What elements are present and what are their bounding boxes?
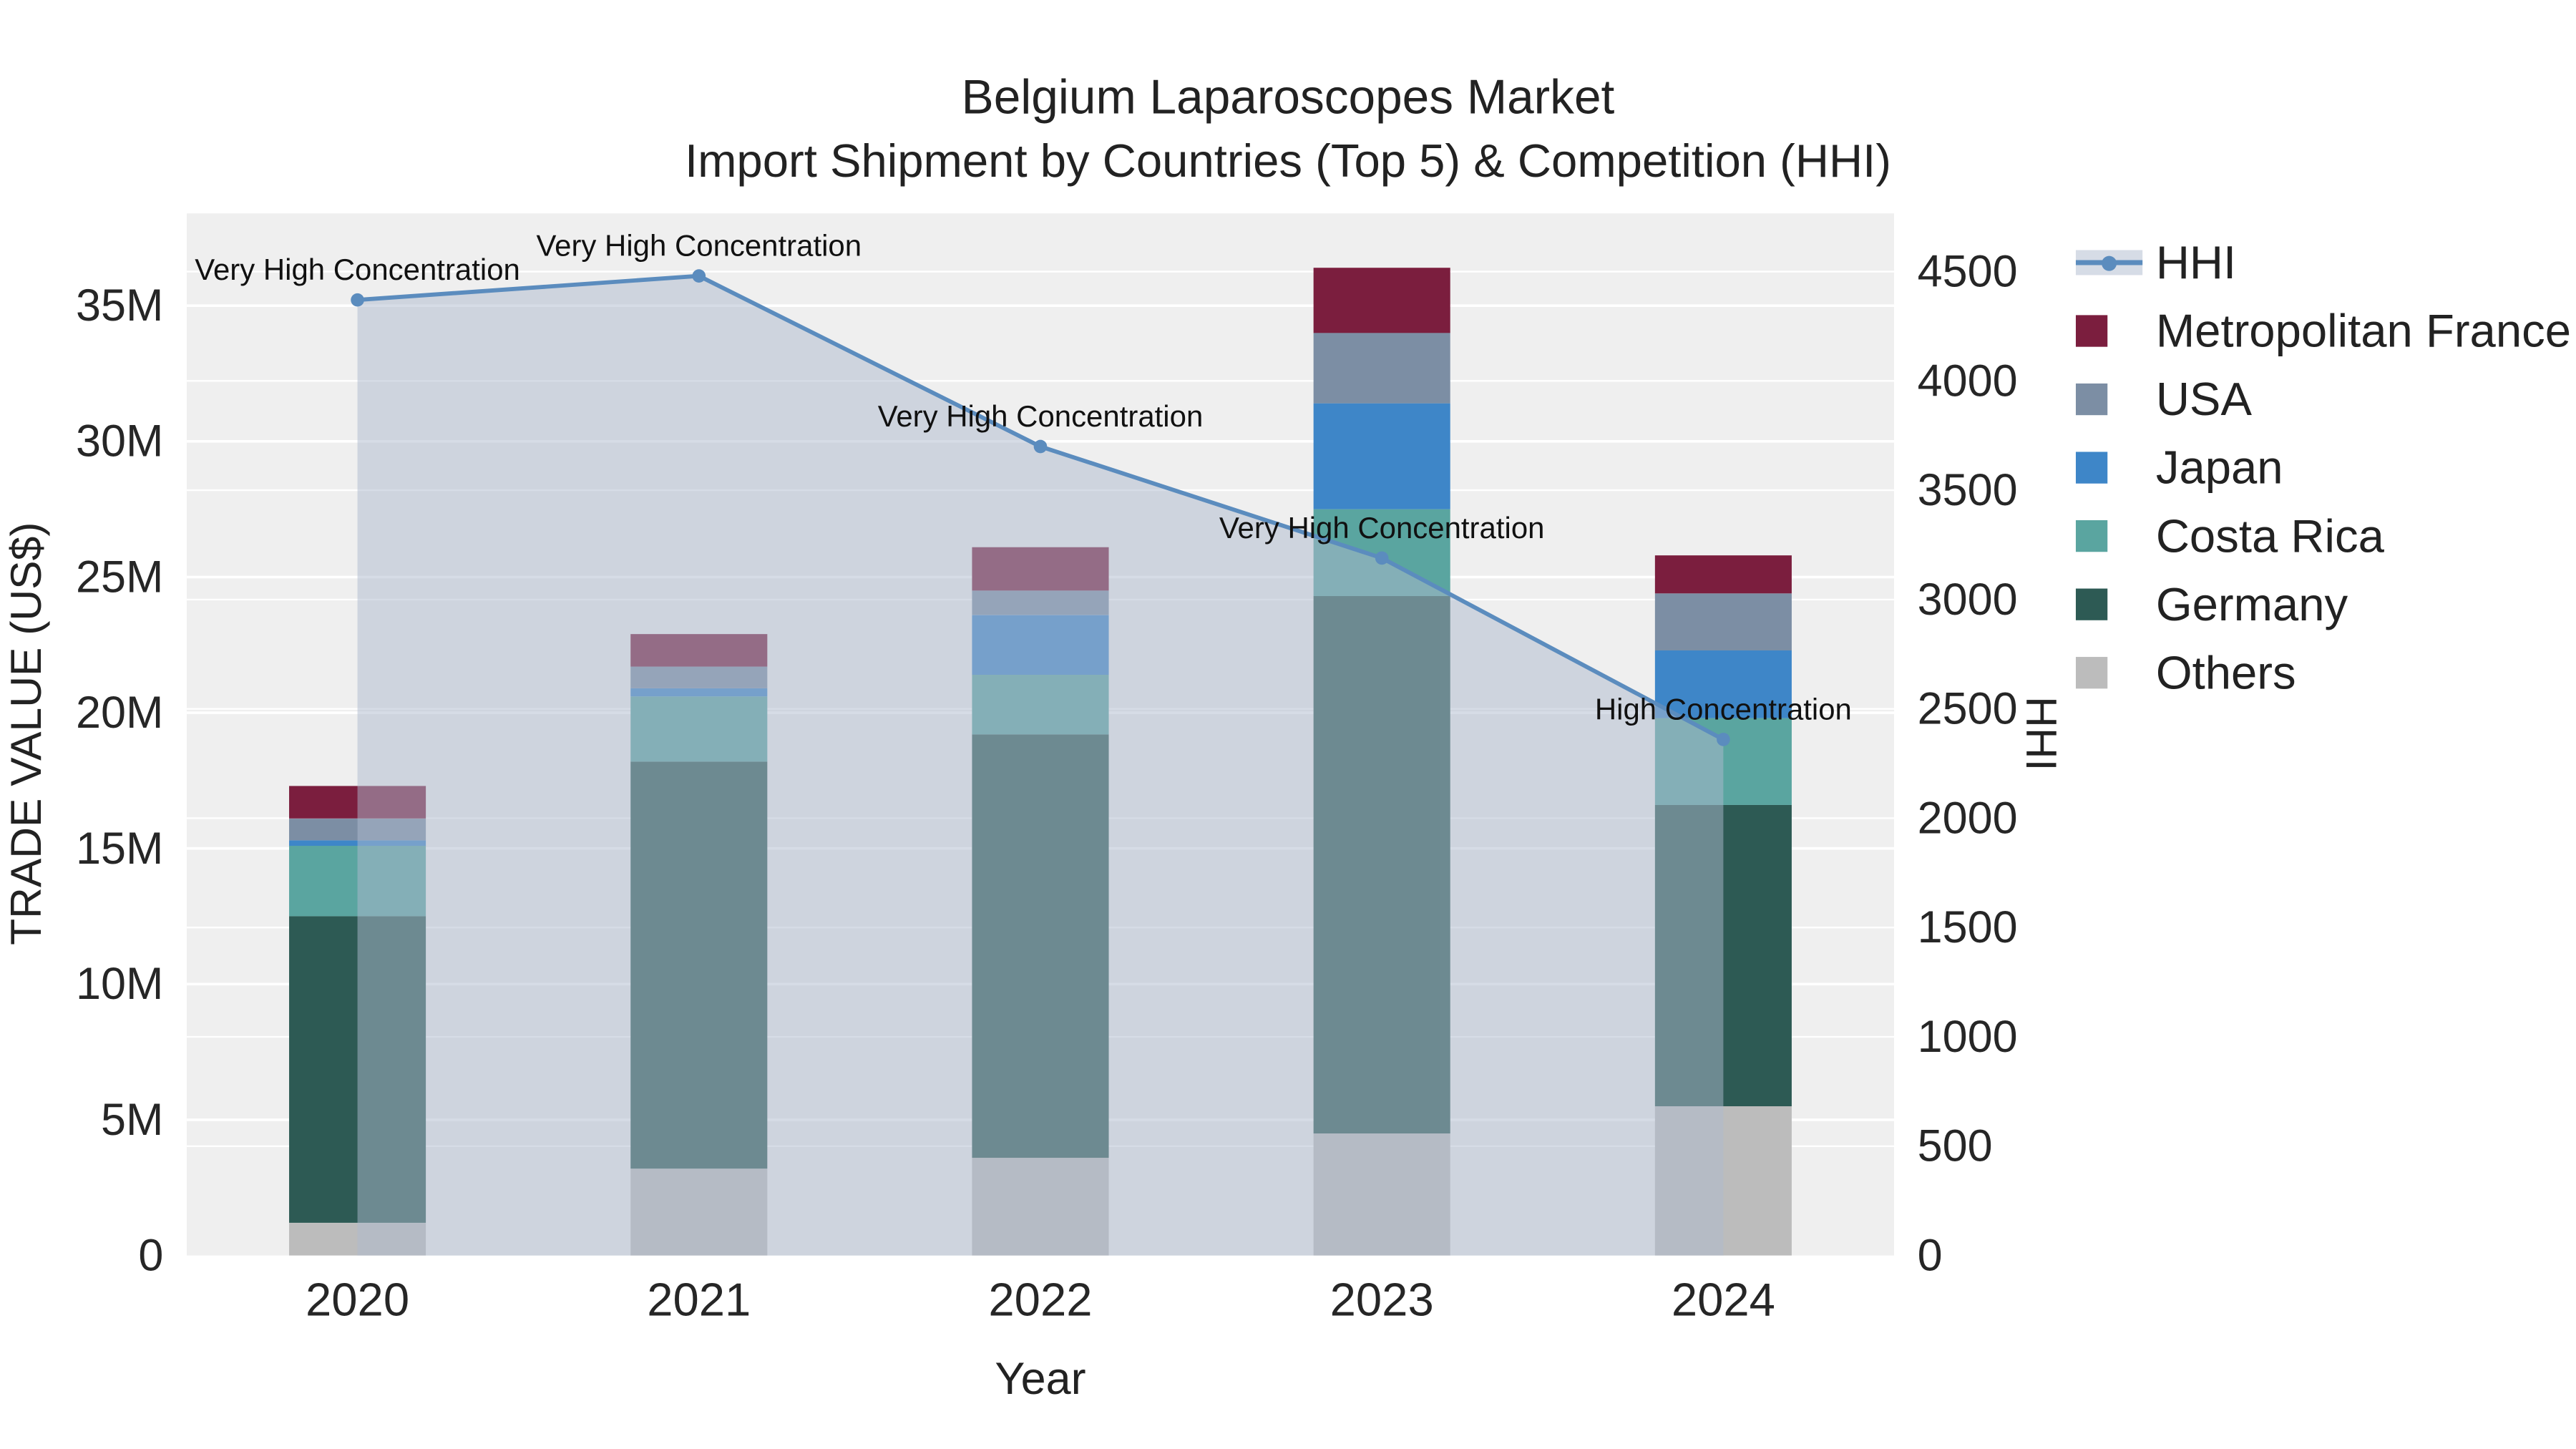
legend-label: HHI (2155, 235, 2237, 288)
legend: HHI Metropolitan France USA Japan Costa Rica… (2075, 235, 2572, 698)
right-tick-3000: 3000 (1918, 575, 2018, 625)
left-tick-0: 0 (138, 1231, 163, 1281)
left-tick-10M: 10M (76, 959, 163, 1009)
hhi-marker-2024 (1717, 733, 1730, 746)
x-tick-2022: 2022 (988, 1273, 1092, 1325)
others-swatch-icon (2075, 657, 2142, 689)
legend-label: USA (2155, 372, 2252, 425)
usa-swatch-icon (2075, 383, 2142, 416)
right-tick-2500: 2500 (1918, 684, 2018, 734)
legend-label: Costa Rica (2155, 509, 2384, 562)
legend-item-usa[interactable]: USA (2075, 372, 2571, 425)
costa-rica-swatch-icon (2075, 519, 2142, 552)
bar-segment-usa-2024 (1654, 593, 1792, 650)
legend-label: Japan (2155, 441, 2283, 493)
bar-segment-japan-2020 (289, 840, 426, 847)
right-tick-3500: 3500 (1918, 465, 2018, 515)
legend-item-germany[interactable]: Germany (2075, 577, 2571, 630)
chart-title-line2: Import Shipment by Countries (Top 5) & C… (684, 135, 1892, 187)
annotation-2022: Very High Concentration (878, 399, 1204, 433)
chart-title-line1: Belgium Laparoscopes Market (961, 72, 1615, 125)
hhi-marker-2020 (351, 293, 364, 307)
legend-label: Others (2155, 645, 2296, 698)
left-tick-25M: 25M (76, 552, 163, 602)
right-tick-1500: 1500 (1918, 902, 2018, 952)
legend-item-others[interactable]: Others (2075, 645, 2571, 698)
left-tick-30M: 30M (76, 416, 163, 467)
bar-segment-japan-2024 (1654, 650, 1792, 718)
x-tick-2023: 2023 (1330, 1273, 1434, 1325)
left-tick-20M: 20M (76, 688, 163, 738)
x-tick-2020: 2020 (306, 1273, 409, 1325)
left-tick-35M: 35M (76, 280, 163, 331)
bar-segment-japan-2023 (1313, 403, 1450, 509)
hhi-line-legend-icon (2075, 247, 2143, 278)
bar-segment-usa-2023 (1313, 333, 1450, 404)
right-axis-title: HHI (2016, 696, 2067, 771)
right-tick-1000: 1000 (1918, 1012, 2018, 1062)
legend-item-costa-rica[interactable]: Costa Rica (2075, 509, 2571, 562)
annotation-2023: Very High Concentration (1219, 511, 1545, 545)
right-tick-0: 0 (1918, 1231, 1943, 1281)
annotation-2020: Very High Concentration (195, 253, 520, 286)
left-tick-5M: 5M (101, 1095, 163, 1145)
hhi-marker-2022 (1033, 439, 1048, 454)
germany-swatch-icon (2075, 588, 2142, 620)
bar-segment-metropolitan-france-2024 (1654, 555, 1792, 594)
legend-label: Germany (2155, 577, 2348, 630)
x-axis-title: Year (995, 1354, 1086, 1404)
hhi-area (357, 275, 1724, 1256)
right-tick-4000: 4000 (1918, 356, 2018, 406)
annotation-2024: High Concentration (1595, 692, 1852, 726)
left-axis-title: TRADE VALUE (US$) (1, 522, 52, 945)
x-tick-2021: 2021 (647, 1273, 751, 1325)
right-tick-4500: 4500 (1918, 247, 2018, 297)
hhi-marker-2023 (1375, 551, 1389, 565)
legend-item-hhi[interactable]: HHI (2075, 235, 2571, 288)
metropolitan-france-swatch-icon (2075, 315, 2142, 347)
annotation-2021: Very High Concentration (536, 229, 862, 263)
legend-item-metropolitan-france[interactable]: Metropolitan France (2075, 304, 2572, 356)
right-tick-500: 500 (1918, 1121, 1993, 1171)
legend-label: Metropolitan France (2155, 304, 2572, 356)
chart-title: Belgium Laparoscopes Market Import Shipm… (0, 67, 2576, 192)
right-tick-2000: 2000 (1918, 793, 2018, 843)
japan-swatch-icon (2075, 452, 2142, 484)
legend-item-japan[interactable]: Japan (2075, 441, 2571, 493)
x-tick-2024: 2024 (1672, 1273, 1775, 1325)
bar-segment-metropolitan-france-2023 (1313, 268, 1450, 333)
hhi-marker-2021 (692, 269, 706, 283)
left-tick-15M: 15M (76, 824, 163, 874)
